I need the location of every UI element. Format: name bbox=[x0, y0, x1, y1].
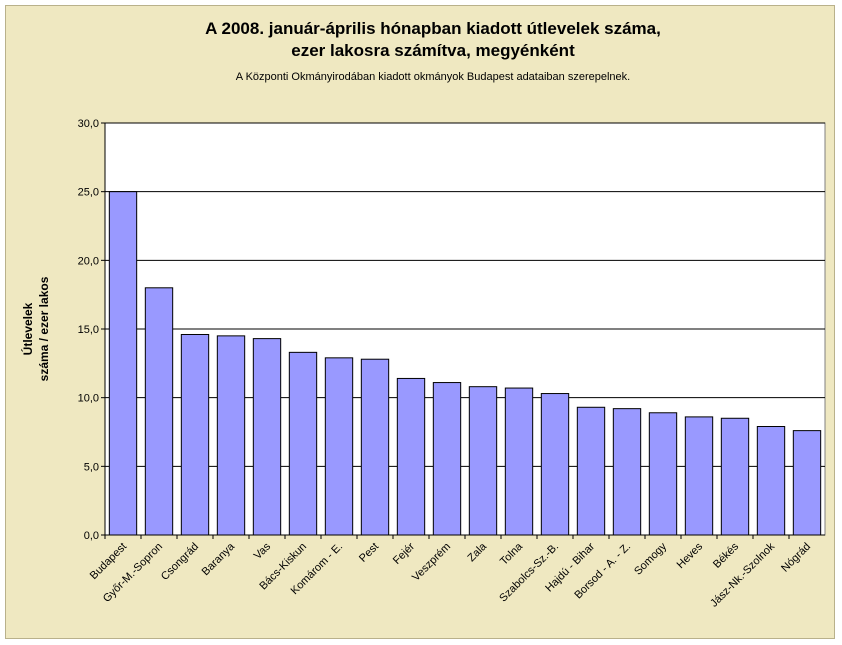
bar bbox=[252, 338, 282, 536]
bars bbox=[108, 191, 822, 536]
x-tick-label: Veszprém bbox=[410, 541, 453, 584]
bar bbox=[720, 417, 750, 536]
y-tick-label: 0,0 bbox=[84, 530, 99, 542]
bar bbox=[144, 287, 174, 536]
x-tick-label: Fejér bbox=[391, 540, 417, 566]
bar bbox=[504, 387, 534, 536]
x-tick-label: Vas bbox=[252, 540, 274, 562]
bar bbox=[216, 335, 246, 536]
bar bbox=[540, 393, 570, 536]
x-tick-label: Nógrád bbox=[779, 541, 813, 575]
y-axis-ticks: 0,0 5,0 10,0 15,0 20,0 25,0 30,0 bbox=[78, 118, 106, 542]
x-tick-label: Pest bbox=[357, 541, 381, 565]
bar bbox=[792, 430, 822, 536]
bar bbox=[324, 357, 354, 536]
y-axis-label-line-1: Útlevelek bbox=[20, 302, 35, 355]
x-tick-label: Heves bbox=[675, 540, 706, 571]
x-tick-label: Csongrád bbox=[159, 541, 201, 583]
bar bbox=[612, 408, 642, 536]
bar bbox=[756, 426, 786, 536]
x-tick-label: Tolna bbox=[498, 540, 526, 568]
chart-subtitle: A Központi Okmányirodában kiadott okmány… bbox=[236, 71, 630, 83]
bar bbox=[108, 191, 138, 536]
bar bbox=[360, 358, 390, 536]
x-tick-label: Jász-Nk.-Szolnok bbox=[708, 540, 777, 609]
y-tick-label: 25,0 bbox=[78, 187, 99, 199]
bar bbox=[576, 406, 606, 536]
bar bbox=[396, 377, 426, 536]
x-tick-label: Somogy bbox=[632, 540, 669, 577]
bar bbox=[180, 333, 210, 536]
x-tick-label: Zala bbox=[465, 540, 489, 564]
y-tick-label: 10,0 bbox=[78, 393, 99, 405]
bar bbox=[648, 412, 678, 536]
y-tick-label: 15,0 bbox=[78, 324, 99, 336]
y-axis-label-line-2: száma / ezer lakos bbox=[37, 276, 51, 381]
bar bbox=[468, 386, 498, 536]
bar bbox=[288, 351, 318, 536]
y-tick-label: 20,0 bbox=[78, 255, 99, 267]
bar bbox=[432, 382, 462, 536]
y-tick-label: 5,0 bbox=[84, 461, 99, 473]
x-tick-label: Békés bbox=[711, 540, 741, 570]
bar bbox=[684, 416, 714, 536]
y-tick-label: 30,0 bbox=[78, 118, 99, 130]
chart-title-line-2: ezer lakosra számítva, megyénként bbox=[291, 41, 575, 60]
x-tick-label: Baranya bbox=[200, 540, 238, 578]
chart-title-line-1: A 2008. január-április hónapban kiadott … bbox=[205, 19, 661, 38]
